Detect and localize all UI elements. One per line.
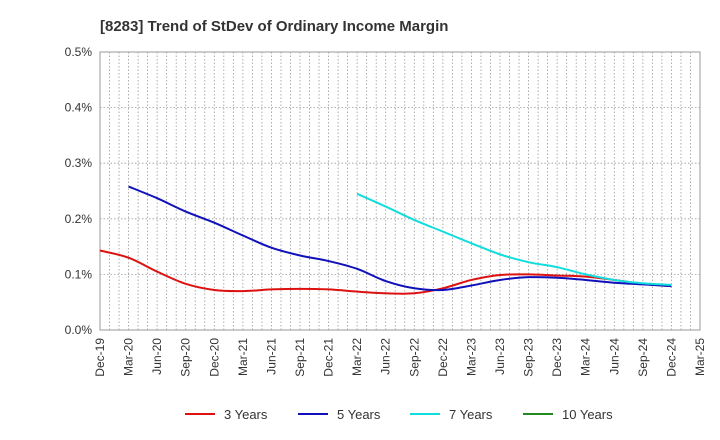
y-tick-label: 0.5% (65, 45, 93, 59)
series-lines (99, 185, 672, 295)
legend-label: 5 Years (337, 407, 381, 422)
x-tick-label: Sep-24 (636, 338, 650, 377)
y-tick-label: 0.4% (65, 101, 93, 115)
x-tick-label: Sep-21 (293, 338, 307, 377)
x-tick-label: Sep-23 (522, 338, 536, 377)
x-tick-label: Dec-20 (207, 338, 221, 377)
legend-label: 7 Years (449, 407, 493, 422)
x-tick-label: Mar-24 (579, 338, 593, 376)
legend-label: 3 Years (224, 407, 268, 422)
x-tick-label: Jun-20 (150, 338, 164, 375)
series-line-3-years (99, 249, 672, 295)
x-tick-label: Mar-23 (464, 338, 478, 376)
y-tick-label: 0.0% (65, 323, 93, 337)
chart-title: [8283] Trend of StDev of Ordinary Income… (100, 18, 448, 35)
x-tick-label: Mar-25 (693, 338, 707, 376)
y-axis: 0.0% 0.1% 0.2% 0.3% 0.4% 0.5% (65, 45, 93, 337)
x-tick-label: Dec-23 (550, 338, 564, 377)
legend: 3 Years 5 Years 7 Years 10 Years (185, 407, 613, 422)
series-line-7-years (356, 192, 672, 286)
grid (99, 51, 701, 331)
x-tick-label: Jun-22 (379, 338, 393, 375)
x-tick-label: Dec-21 (322, 338, 336, 377)
plot-area (99, 51, 701, 331)
x-tick-label: Dec-19 (93, 338, 107, 377)
y-tick-label: 0.2% (65, 212, 93, 226)
x-axis: Dec-19 Mar-20 Jun-20 Sep-20 Dec-20 Mar-21 Jun-… (93, 338, 707, 377)
series-line-5-years (128, 185, 672, 292)
x-tick-label: Jun-24 (607, 338, 621, 375)
x-tick-label: Mar-20 (122, 338, 136, 376)
x-tick-label: Jun-21 (264, 338, 278, 375)
x-tick-label: Sep-22 (407, 338, 421, 377)
x-tick-label: Dec-24 (664, 338, 678, 377)
x-tick-label: Sep-20 (179, 338, 193, 377)
legend-label: 10 Years (562, 407, 613, 422)
y-tick-label: 0.3% (65, 156, 93, 170)
x-tick-label: Dec-22 (436, 338, 450, 377)
y-tick-label: 0.1% (65, 267, 93, 281)
x-tick-label: Mar-22 (350, 338, 364, 376)
x-tick-label: Jun-23 (493, 338, 507, 375)
x-tick-label: Mar-21 (236, 338, 250, 376)
